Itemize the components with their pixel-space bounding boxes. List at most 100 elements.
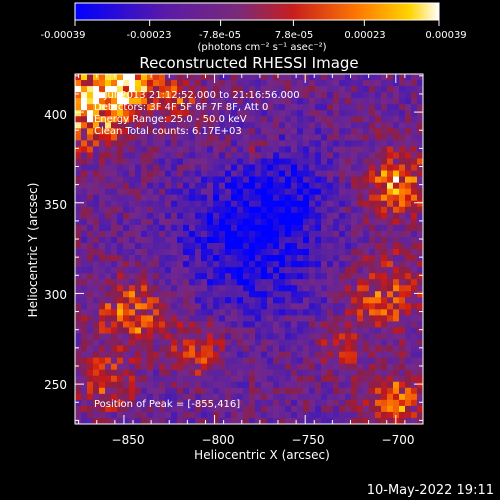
heatmap-cell xyxy=(117,279,124,286)
heatmap-cell xyxy=(213,116,220,123)
heatmap-cell xyxy=(141,158,148,166)
heatmap-cell xyxy=(363,134,370,141)
heatmap-cell xyxy=(111,134,118,141)
heatmap-cell xyxy=(189,224,196,232)
heatmap-cell xyxy=(87,285,94,292)
heatmap-cell xyxy=(159,417,166,424)
heatmap-cell xyxy=(183,327,190,335)
heatmap-cell xyxy=(99,321,106,329)
heatmap-cell xyxy=(303,393,310,401)
heatmap-cell xyxy=(303,146,310,154)
heatmap-cell xyxy=(219,357,226,365)
heatmap-cell xyxy=(297,110,304,117)
heatmap-cell xyxy=(285,158,292,166)
heatmap-cell xyxy=(171,116,178,123)
heatmap-cell xyxy=(219,152,226,160)
heatmap-cell xyxy=(231,104,238,111)
heatmap-cell xyxy=(117,170,124,178)
heatmap-cell xyxy=(345,255,352,262)
heatmap-cell xyxy=(99,249,106,256)
heatmap-cell xyxy=(333,152,340,160)
heatmap-cell xyxy=(285,104,292,111)
heatmap-cell xyxy=(177,285,184,292)
heatmap-cell xyxy=(273,267,280,274)
heatmap-cell xyxy=(147,267,154,274)
heatmap-cell xyxy=(93,399,100,407)
heatmap-cell xyxy=(201,182,208,190)
heatmap-cell xyxy=(219,303,226,310)
heatmap-cell xyxy=(75,363,82,371)
heatmap-cell xyxy=(303,369,310,377)
heatmap-cell xyxy=(93,140,100,148)
heatmap-cell xyxy=(165,249,172,256)
heatmap-cell xyxy=(93,261,100,268)
heatmap-cell xyxy=(387,405,394,413)
heatmap-cell xyxy=(267,291,274,298)
heatmap-cell xyxy=(129,255,136,262)
heatmap-cell xyxy=(195,146,202,154)
heatmap-cell xyxy=(141,387,148,395)
heatmap-cell xyxy=(111,297,118,304)
heatmap-cell xyxy=(411,333,418,341)
heatmap-cell xyxy=(363,182,370,190)
heatmap-cell xyxy=(201,218,208,226)
heatmap-cell xyxy=(123,212,130,220)
heatmap-cell xyxy=(357,273,364,280)
heatmap-cell xyxy=(201,333,208,341)
heatmap-cell xyxy=(99,242,106,250)
heatmap-cell xyxy=(237,255,244,262)
heatmap-cell xyxy=(369,212,376,220)
heatmap-cell xyxy=(303,333,310,341)
heatmap-cell xyxy=(111,381,118,389)
heatmap-cell xyxy=(321,405,328,413)
heatmap-cell xyxy=(405,285,412,292)
heatmap-cell xyxy=(255,200,262,208)
heatmap-cell xyxy=(333,339,340,347)
heatmap-cell xyxy=(231,255,238,262)
heatmap-cell xyxy=(267,297,274,304)
heatmap-cell xyxy=(201,417,208,424)
heatmap-cell xyxy=(387,327,394,335)
heatmap-cell xyxy=(333,158,340,166)
heatmap-cell xyxy=(357,255,364,262)
heatmap-cell xyxy=(213,146,220,154)
heatmap-cell xyxy=(153,375,160,383)
heatmap-cell xyxy=(183,381,190,389)
heatmap-cell xyxy=(405,321,412,329)
heatmap-cell xyxy=(93,80,100,87)
heatmap-cell xyxy=(177,86,184,93)
heatmap-cell xyxy=(249,218,256,226)
heatmap-cell xyxy=(255,321,262,329)
heatmap-cell xyxy=(351,110,358,117)
heatmap-cell xyxy=(87,267,94,274)
heatmap-cell xyxy=(291,122,298,129)
heatmap-cell xyxy=(141,267,148,274)
heatmap-cell xyxy=(363,417,370,424)
heatmap-cell xyxy=(231,194,238,202)
heatmap-cell xyxy=(201,261,208,268)
heatmap-cell xyxy=(165,170,172,178)
heatmap-cell xyxy=(117,98,124,105)
heatmap-cell xyxy=(195,158,202,166)
heatmap-cell xyxy=(213,345,220,353)
heatmap-cell xyxy=(189,158,196,166)
heatmap-cell xyxy=(321,399,328,407)
heatmap-cell xyxy=(267,134,274,141)
heatmap-cell xyxy=(405,417,412,424)
heatmap-cell xyxy=(105,333,112,341)
heatmap-cell xyxy=(249,110,256,117)
heatmap-cell xyxy=(159,74,166,81)
heatmap-cell xyxy=(135,375,142,383)
heatmap-cell xyxy=(213,104,220,111)
heatmap-cell xyxy=(411,152,418,160)
heatmap-cell xyxy=(285,339,292,347)
heatmap-cell xyxy=(399,279,406,286)
axis-ticks xyxy=(75,74,423,424)
heatmap-cell xyxy=(339,74,346,81)
heatmap-cell xyxy=(117,417,124,424)
heatmap-cell xyxy=(333,393,340,401)
heatmap-cell xyxy=(237,315,244,323)
heatmap-cell xyxy=(327,303,334,310)
heatmap-cell xyxy=(411,110,418,117)
heatmap-cell xyxy=(87,74,94,81)
